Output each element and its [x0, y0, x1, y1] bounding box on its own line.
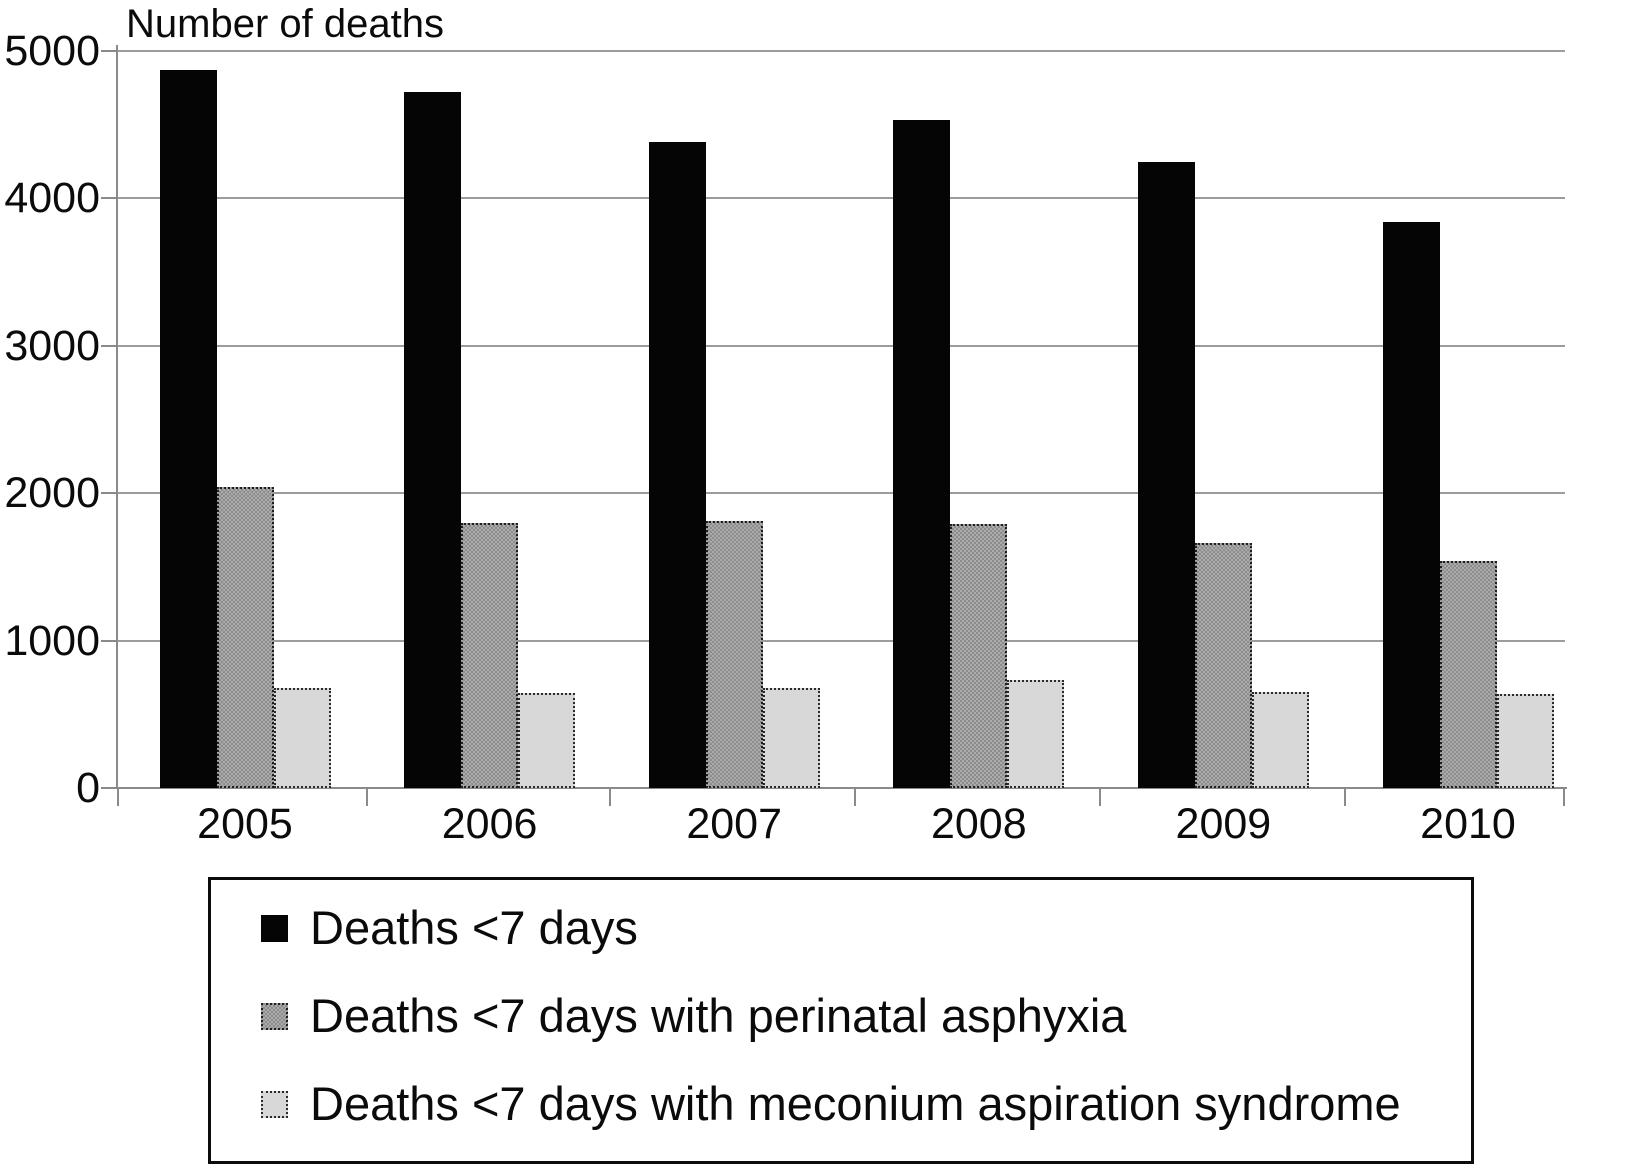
- gridline-2000: [118, 492, 1565, 495]
- bar-2008-series0: [893, 120, 951, 788]
- x-tick-label: 2005: [197, 800, 293, 848]
- bar-2006-series1: [461, 522, 519, 788]
- y-axis-line: [116, 45, 118, 788]
- x-tick-3: [854, 789, 856, 806]
- x-tick-6: [1563, 789, 1565, 806]
- x-tick-5: [1344, 789, 1346, 806]
- gridline-3000: [118, 344, 1565, 347]
- bar-2010-series1: [1439, 561, 1497, 788]
- y-tick-label: 3000: [4, 321, 100, 370]
- x-axis-line: [101, 787, 1567, 789]
- legend-label: Deaths <7 days with perinatal asphyxia: [310, 989, 1127, 1042]
- x-tick-label: 2009: [1175, 800, 1272, 848]
- y-tick-label: 2000: [4, 469, 100, 518]
- bar-2006-series0: [404, 92, 462, 788]
- bar-2006-series2: [518, 692, 576, 788]
- legend-box: Deaths <7 days Deaths <7 days with perin…: [208, 877, 1474, 1164]
- bar-2010-series2: [1496, 694, 1554, 788]
- bar-2007-series0: [648, 141, 706, 788]
- x-tick-label: 2007: [686, 800, 783, 848]
- bar-2005-series0: [159, 70, 217, 788]
- chart-title: Number of deaths: [126, 2, 444, 46]
- y-tick-2000: [101, 492, 117, 495]
- bar-2005-series1: [216, 487, 274, 788]
- legend-swatch-checkered-gray-icon: [261, 1002, 288, 1030]
- bar-2007-series2: [762, 687, 820, 788]
- y-tick-label: 0: [76, 764, 100, 812]
- legend-item-asphyxia: Deaths <7 days with perinatal asphyxia: [261, 990, 1471, 1042]
- x-tick-label: 2006: [441, 800, 538, 848]
- bar-2008-series1: [950, 524, 1008, 788]
- y-tick-label: 5000: [4, 27, 100, 75]
- x-tick-4: [1099, 789, 1101, 806]
- x-tick-label: 2008: [930, 800, 1027, 848]
- y-tick-0: [101, 787, 117, 789]
- plot-area: [118, 50, 1565, 788]
- bar-2005-series2: [273, 687, 331, 788]
- y-tick-4000: [101, 197, 117, 200]
- bar-2008-series2: [1007, 680, 1065, 788]
- gridline-5000: [118, 50, 1565, 52]
- y-tick-3000: [101, 344, 117, 347]
- x-tick-1: [365, 789, 368, 806]
- bar-2009-series2: [1251, 692, 1309, 788]
- y-tick-1000: [101, 639, 117, 642]
- gridline-1000: [118, 639, 1565, 642]
- legend-item-deaths: Deaths <7 days: [261, 902, 1471, 954]
- y-tick-5000: [101, 50, 117, 52]
- x-tick-label: 2010: [1420, 800, 1516, 848]
- gridline-4000: [118, 197, 1565, 200]
- legend-item-meconium: Deaths <7 days with meconium aspiration …: [261, 1078, 1471, 1130]
- legend-swatch-black-icon: [261, 914, 288, 942]
- bar-2009-series0: [1137, 161, 1195, 788]
- bar-2009-series1: [1194, 543, 1252, 788]
- y-tick-label: 4000: [4, 174, 100, 223]
- x-tick-2: [609, 789, 612, 806]
- legend-label: Deaths <7 days with meconium aspiration …: [310, 1077, 1401, 1130]
- bar-2007-series1: [705, 521, 763, 788]
- x-tick-0: [117, 789, 119, 806]
- bar-2010-series0: [1382, 221, 1440, 788]
- legend-label: Deaths <7 days: [310, 901, 638, 954]
- legend-swatch-light-gray-icon: [261, 1090, 288, 1118]
- y-tick-label: 1000: [4, 616, 100, 665]
